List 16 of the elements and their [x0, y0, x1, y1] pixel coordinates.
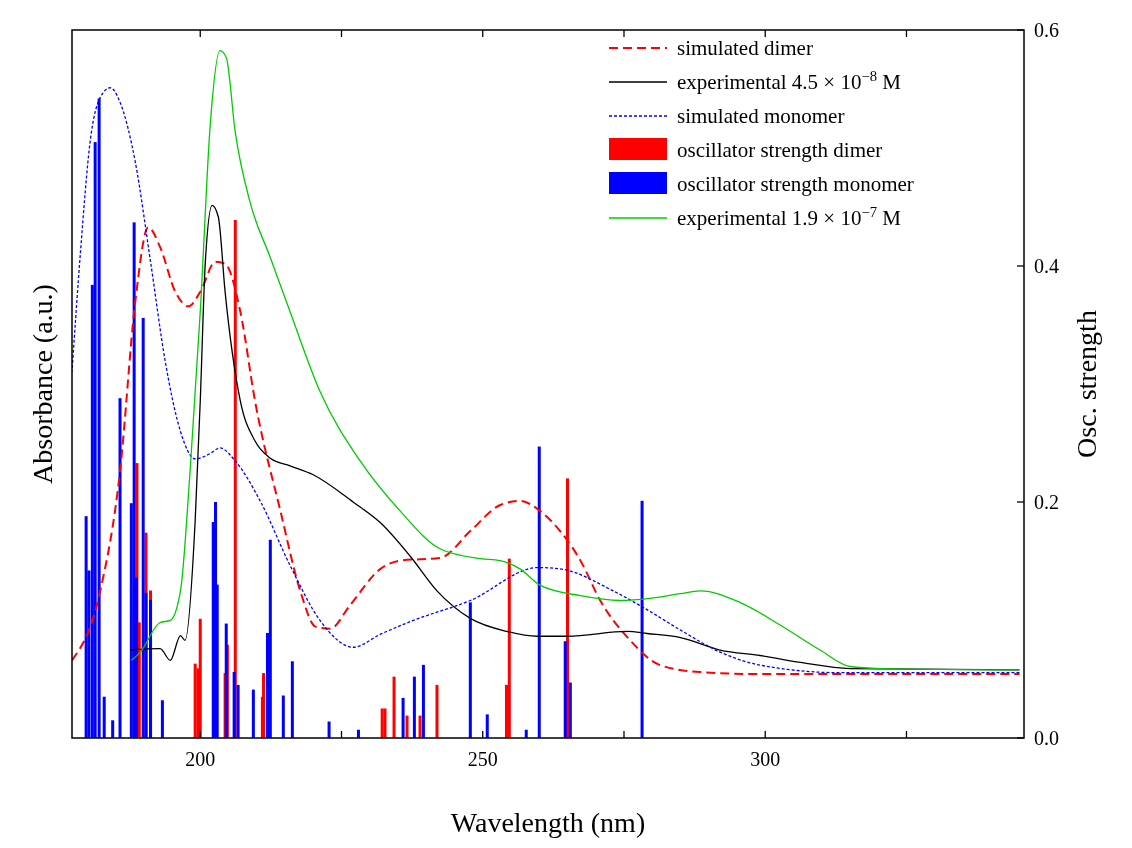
y2-tick-label: 0.6: [1034, 19, 1059, 41]
y-axis-title: Absorbance (a.u.): [27, 284, 58, 484]
legend-label: experimental 4.5 × 10$^{−8}$ M: [677, 68, 902, 94]
y2-tick-label: 0.4: [1034, 255, 1059, 277]
legend-label: simulated monomer: [677, 104, 845, 128]
legend-label: simulated dimer: [677, 36, 813, 60]
y2-tick-label: 0.2: [1034, 491, 1059, 513]
y2-tick-label: 0.0: [1034, 727, 1059, 749]
x-axis-title: Wavelength (nm): [450, 807, 646, 838]
x-tick-label: 300: [750, 748, 781, 770]
legend-label: oscillator strength monomer: [677, 172, 914, 196]
legend-label: oscillator strength dimer: [677, 138, 883, 162]
legend-label: experimental 1.9 × 10$^{−7}$ M: [677, 204, 902, 230]
y2-axis-title: Osc. strength: [1071, 310, 1102, 458]
x-tick-label: 250: [467, 748, 498, 770]
x-tick-label: 200: [185, 748, 216, 770]
